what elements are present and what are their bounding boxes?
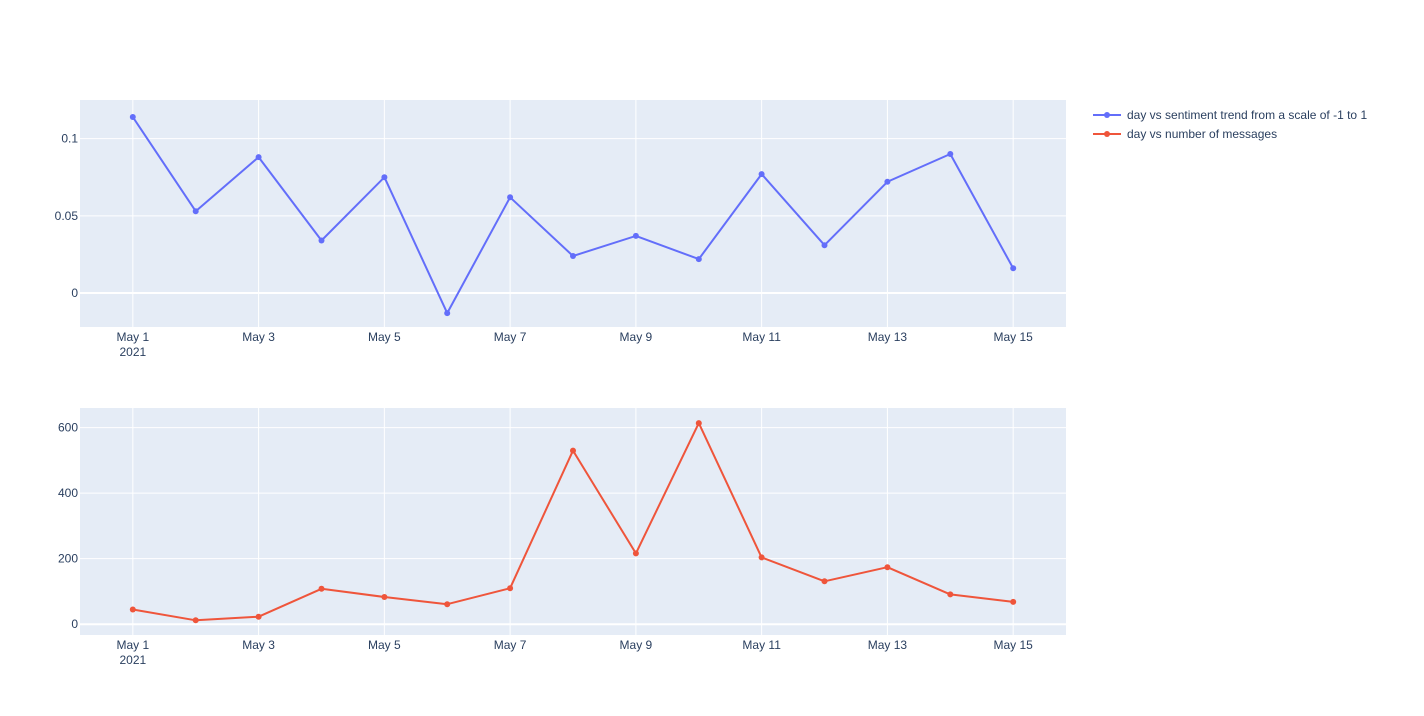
x-tick-year-label: 2021 — [119, 345, 146, 359]
data-point[interactable] — [758, 554, 765, 561]
x-tick-label: May 11 — [742, 330, 781, 344]
legend-marker-sentiment — [1104, 112, 1110, 118]
data-point[interactable] — [884, 178, 891, 185]
data-point[interactable] — [444, 601, 451, 608]
y-tick-label: 0.1 — [61, 132, 78, 146]
data-point[interactable] — [381, 594, 388, 600]
y-tick-label: 200 — [58, 552, 78, 566]
legend-item-messages[interactable]: day vs number of messages — [1093, 127, 1277, 141]
x-tick-label: May 1 — [116, 330, 149, 344]
data-point[interactable] — [444, 310, 451, 317]
x-tick-label: May 15 — [993, 330, 1033, 344]
legend[interactable]: day vs sentiment trend from a scale of -… — [1093, 108, 1367, 141]
data-point[interactable] — [632, 550, 639, 557]
y-tick-label: 0.05 — [55, 209, 79, 223]
x-tick-label: May 9 — [620, 638, 653, 652]
x-tick-label: May 5 — [368, 638, 401, 652]
data-point[interactable] — [318, 237, 325, 244]
data-point[interactable] — [129, 114, 136, 120]
data-point[interactable] — [947, 151, 954, 157]
x-tick-label: May 1 — [116, 638, 149, 652]
data-point[interactable] — [695, 256, 702, 263]
legend-item-sentiment[interactable]: day vs sentiment trend from a scale of -… — [1093, 108, 1367, 122]
data-point[interactable] — [821, 578, 828, 585]
x-tick-label: May 7 — [494, 638, 527, 652]
data-point[interactable] — [1010, 598, 1017, 605]
data-point[interactable] — [507, 585, 514, 592]
y-tick-label: 0 — [71, 617, 78, 631]
x-tick-label: May 7 — [494, 330, 527, 344]
plot-area-bottom — [80, 408, 1066, 635]
x-tick-label: May 3 — [242, 638, 275, 652]
data-point[interactable] — [884, 564, 891, 571]
x-tick-label: May 5 — [368, 330, 401, 344]
data-point[interactable] — [758, 171, 765, 178]
x-tick-label: May 13 — [868, 638, 908, 652]
x-tick-label: May 11 — [742, 638, 781, 652]
x-tick-label: May 3 — [242, 330, 275, 344]
x-tick-label: May 13 — [868, 330, 908, 344]
x-tick-label: May 9 — [620, 330, 653, 344]
y-tick-label: 600 — [58, 421, 78, 435]
data-point[interactable] — [570, 253, 576, 259]
plot-area-top — [80, 100, 1066, 327]
data-point[interactable] — [192, 617, 199, 624]
data-point[interactable] — [255, 154, 262, 161]
data-point[interactable] — [255, 613, 262, 620]
data-point[interactable] — [129, 606, 136, 613]
data-point[interactable] — [381, 174, 388, 181]
data-point[interactable] — [821, 242, 828, 249]
data-point[interactable] — [507, 194, 514, 201]
legend-label-messages: day vs number of messages — [1127, 127, 1277, 141]
y-tick-label: 400 — [58, 486, 78, 500]
data-point[interactable] — [947, 591, 954, 598]
data-point[interactable] — [570, 447, 576, 454]
data-point[interactable] — [695, 420, 702, 427]
x-tick-label: May 15 — [993, 638, 1033, 652]
y-tick-label: 0 — [71, 286, 78, 300]
x-tick-year-label: 2021 — [119, 653, 146, 667]
legend-label-sentiment: day vs sentiment trend from a scale of -… — [1127, 108, 1367, 122]
data-point[interactable] — [318, 585, 325, 592]
data-point[interactable] — [192, 208, 199, 215]
data-point[interactable] — [1010, 265, 1017, 272]
data-point[interactable] — [632, 232, 639, 239]
legend-marker-messages — [1104, 131, 1110, 137]
